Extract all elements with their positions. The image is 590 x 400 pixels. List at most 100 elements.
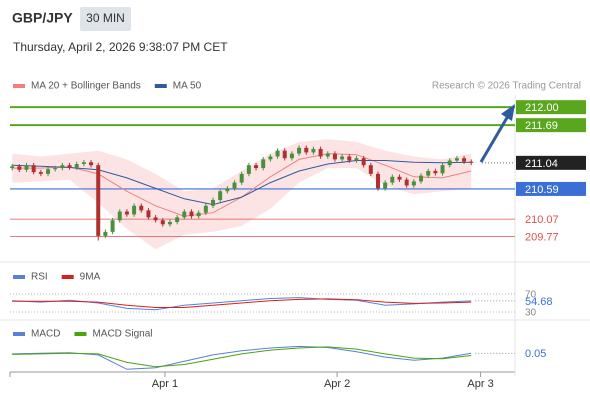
candle-body [24,165,29,170]
legend-swatch [74,332,87,336]
candle-body [182,211,187,218]
last-value-label: 54.68 [525,296,553,308]
candle-body [175,217,180,222]
candle-body [297,147,302,154]
candle-body [67,165,72,168]
candle-body [132,205,137,215]
indicator-line [12,298,472,308]
price-label: 211.69 [525,120,558,132]
candle-body [354,158,359,161]
x-tick-label: Apr 3 [467,378,493,390]
candle-body [103,231,108,236]
candle-body [46,169,51,174]
candle-body [390,176,395,183]
candle-body [196,212,201,217]
price-label: 210.59 [525,184,559,196]
candle-body [375,173,380,189]
price-badge [516,100,586,115]
candle-body [74,164,79,168]
legend-swatch [154,84,167,88]
candle-body [38,172,43,174]
credit: Research © 2026 Trading Central [432,81,581,92]
candle-body [426,170,431,176]
candle-body [268,156,273,160]
candle-body [383,182,388,189]
candle-body [361,158,366,166]
legend-swatch [13,332,25,336]
candle-body [146,210,151,218]
candle-body [203,205,208,213]
legend-label: 9MA [80,272,101,283]
candle-body [454,158,459,161]
legend-label: MA 20 + Bollinger Bands [31,81,141,92]
candle-body [239,173,244,183]
price-label: 212.00 [525,102,559,114]
candle-body [10,166,15,169]
last-value-label: 0.05 [525,348,546,360]
candle-body [153,217,158,221]
candle-body [261,159,266,169]
x-tick-label: Apr 2 [324,378,350,390]
candle-body [289,153,294,159]
price-label: 210.07 [525,214,559,226]
candle-body [275,150,280,157]
candle-body [89,162,94,166]
candle-body [440,165,445,174]
legend-swatch [13,275,25,279]
interval: 30 MIN [86,11,125,25]
legend-swatch [13,84,25,88]
price-label: 209.77 [525,231,559,243]
candle-body [304,147,309,153]
legend-label: MACD Signal [92,329,152,340]
candle-body [282,150,287,159]
indicator-line [12,346,472,368]
candle-body [232,182,237,189]
price-badge [516,118,586,133]
candle-body [167,221,172,225]
arrow-head [501,104,515,121]
candle-body [332,153,337,160]
candle-body [469,161,474,163]
candle-body [110,220,115,232]
price-badge [516,155,586,170]
candle-body [53,168,58,170]
price-label: 211.04 [525,158,558,170]
candle-body [96,165,101,236]
candle-body [419,175,424,182]
candle-body [462,158,467,162]
legend-label: MA 50 [173,81,202,92]
candle-body [368,165,373,174]
datetime: Thursday, April 2, 2026 9:38:07 PM CET [13,40,228,54]
symbol: GBP/JPY [12,10,73,26]
legend-label: RSI [31,272,48,283]
legend-swatch [61,275,74,279]
price-badge [516,181,586,196]
bollinger-band [12,139,472,250]
candle-body [447,160,452,166]
candle-body [397,176,402,180]
candle-body [254,165,259,169]
y-tick-label: 70 [525,290,537,301]
candle-body [246,165,251,174]
candle-body [17,166,22,170]
ma50-line [12,160,472,206]
x-tick-label: Apr 1 [152,378,178,390]
candle-body [160,220,165,225]
legend-label: MACD [31,329,60,340]
candle-body [139,205,144,211]
candle-body [211,199,216,206]
candle-body [325,153,330,157]
candle-body [347,156,352,161]
candle-body [318,148,323,157]
interval-badge [80,7,131,31]
candle-body [411,181,416,186]
candle-body [218,191,223,200]
candle-body [340,156,345,160]
candle-body [311,148,316,153]
candle-body [404,179,409,186]
candle-body [117,211,122,221]
marks: 212.00 211.69 211.04 210.59 210.07 209.77 MA 2… [9,81,586,390]
candle-body [189,211,194,217]
